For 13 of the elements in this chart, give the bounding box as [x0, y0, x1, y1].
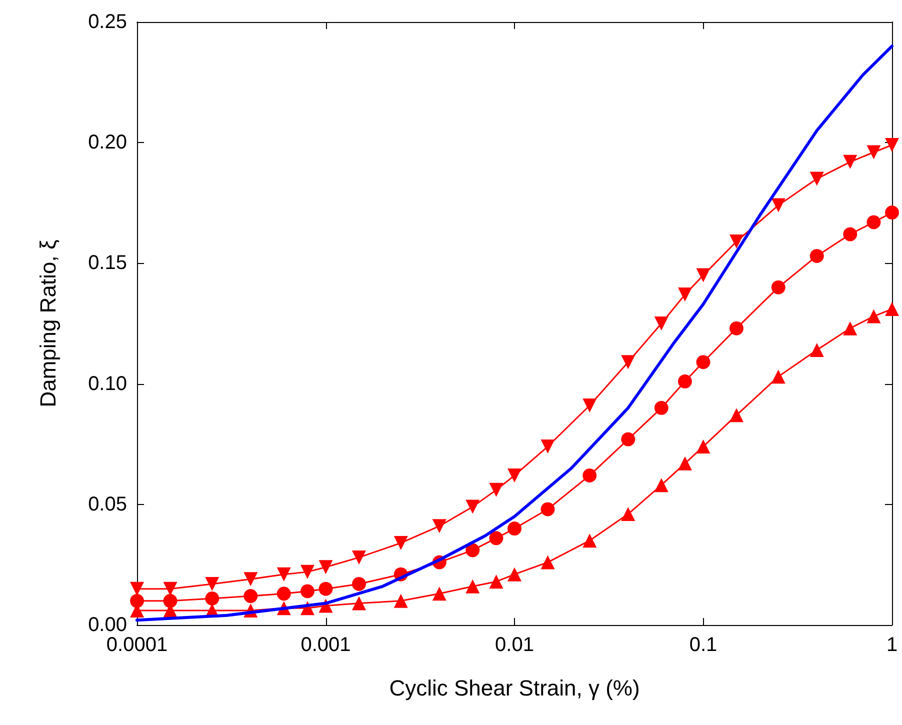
x-tick-label: 0.1 — [689, 634, 718, 656]
y-tick-label: 0.05 — [88, 493, 127, 516]
y-tick-label: 0.00 — [88, 614, 127, 636]
y-tick-label: 0.10 — [88, 372, 127, 395]
x-tick-label: 0.01 — [495, 634, 534, 656]
y-tick-label: 0.25 — [88, 11, 127, 33]
x-tick-label: 1 — [886, 634, 898, 656]
y-tick-label: 0.20 — [88, 132, 127, 154]
y-axis-title: Damping Ratio, ξ — [36, 240, 60, 408]
x-tick-label: 0.001 — [300, 634, 351, 656]
x-tick-label: 0.0001 — [106, 634, 168, 656]
x-axis-title: Cyclic Shear Strain, γ (%) — [389, 676, 640, 700]
y-tick-label: 0.15 — [88, 252, 127, 274]
